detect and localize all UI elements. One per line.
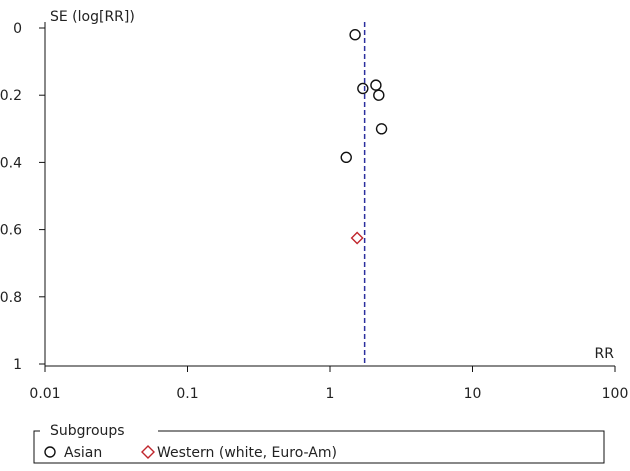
legend: Subgroups Asian Western (white, Euro-Am) [33,421,605,464]
data-point-asian [375,123,388,135]
x-tick-label: 1 [326,386,335,402]
y-axis-ticks: 0 0.2 0.4 0.6 0.8 1 [0,21,45,373]
x-tick-label: 10 [464,386,482,402]
x-tick-label: 0.01 [29,386,60,402]
y-tick-label: 0.4 [0,155,22,171]
x-axis-ticks: 0.01 0.1 1 10 100 [29,366,628,402]
y-tick-label: 0.6 [0,223,22,239]
y-tick-label: 0.8 [0,290,22,306]
y-tick-label: 0 [13,21,22,37]
data-point-asian [349,29,361,41]
data-point-asian [340,151,352,164]
legend-marker-asian [44,446,56,458]
x-tick-label: 100 [602,386,629,402]
y-axis-title: SE (log[RR]) [50,9,135,25]
data-point-asian [373,89,385,101]
x-tick-label: 0.1 [176,386,198,402]
data-points [340,29,388,245]
legend-label-asian: Asian [64,445,102,461]
y-tick-label: 1 [13,357,22,373]
data-point-asian [357,82,369,95]
x-axis-title: RR [595,346,615,362]
data-point-asian [370,79,382,91]
legend-box [33,430,605,464]
y-tick-label: 0.2 [0,88,22,104]
legend-title-bg [40,421,158,439]
legend-label-western: Western (white, Euro-Am) [157,445,337,461]
legend-marker-western [141,445,155,459]
legend-title: Subgroups [50,423,125,439]
data-point-western [350,231,364,245]
